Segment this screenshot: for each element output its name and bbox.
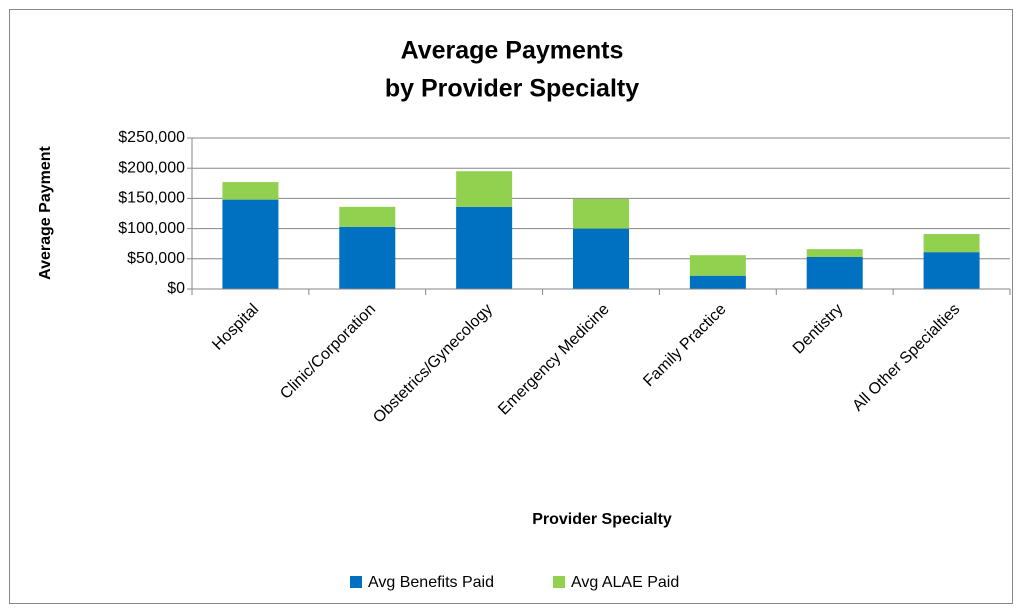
chart-frame <box>9 9 1013 604</box>
bar-segment <box>806 249 863 257</box>
y-tick-label: $50,000 <box>127 250 185 267</box>
bar-segment <box>923 252 980 289</box>
y-tick-label: $250,000 <box>118 129 185 146</box>
y-tick-label: $0 <box>167 280 185 297</box>
bar-segment <box>923 234 980 253</box>
bar-segment <box>456 171 513 207</box>
legend-swatch <box>350 576 362 588</box>
bar-segment <box>573 199 629 229</box>
bar-segment <box>806 256 863 289</box>
x-axis-title: Provider Specialty <box>532 511 672 528</box>
bar-segment <box>339 206 396 227</box>
bar-segment <box>222 199 279 289</box>
legend-label: Avg ALAE Paid <box>571 574 679 591</box>
y-tick-label: $150,000 <box>118 190 185 207</box>
legend-swatch <box>553 576 565 588</box>
legend-label: Avg Benefits Paid <box>368 574 494 591</box>
y-axis-title: Average Payment <box>37 145 54 279</box>
chart-title: Average Payments <box>401 37 624 65</box>
y-tick-label: $200,000 <box>118 159 185 176</box>
bar-segment <box>573 228 629 289</box>
bar-segment <box>456 206 513 289</box>
y-tick-label: $100,000 <box>118 220 185 237</box>
chart-title: by Provider Specialty <box>385 75 639 103</box>
bar-segment <box>689 255 746 276</box>
bar-segment <box>689 275 746 289</box>
bar-segment <box>222 182 279 200</box>
bar-segment <box>339 226 396 289</box>
